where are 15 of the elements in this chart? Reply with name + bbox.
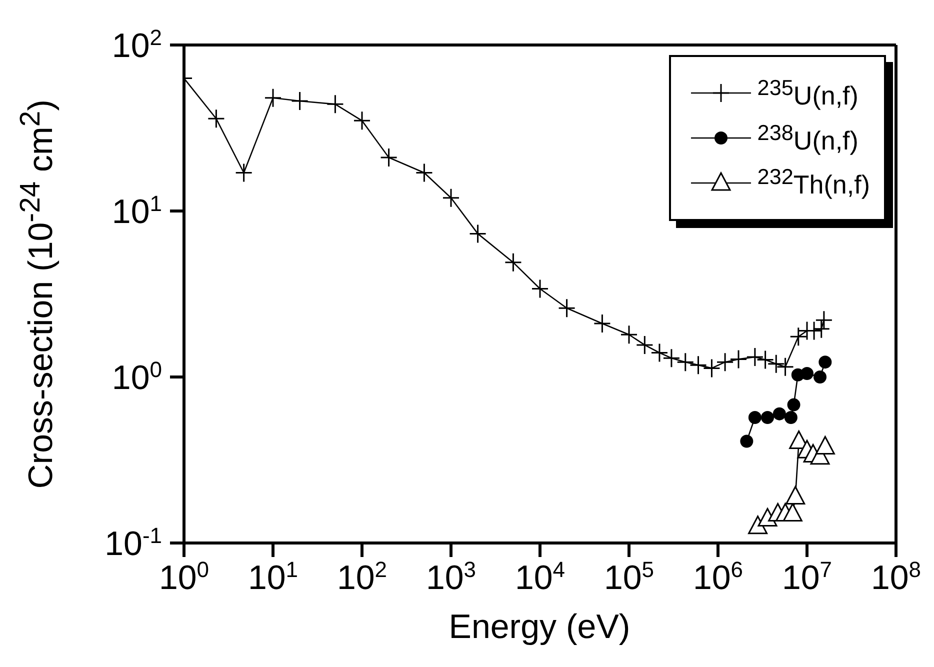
x-tick-label: 10$^{4}$ [514,556,566,597]
x-tick-label: 10$^{1}$ [248,556,298,597]
legend-label: $^{235}$U(n,f) [757,75,858,112]
y-tick-label: 10$^{2}$ [112,24,162,65]
x-tick-label: 10$^{5}$ [604,556,654,597]
x-tick-label: 10$^{2}$ [336,556,388,597]
x-axis-title: Energy (eV) [448,608,632,647]
x-tick-label: 10$^{8}$ [870,556,922,597]
x-tick-label: 10$^{6}$ [692,556,744,597]
x-tick-label: 10$^{7}$ [782,556,832,597]
legend-label: $^{232}$Th(n,f) [757,164,870,201]
y-tick-label: 10$^{0}$ [112,356,162,397]
y-tick-label: 10$^{1}$ [112,190,162,231]
legend-label: $^{238}$U(n,f) [757,120,858,156]
x-tick-label: 10$^{3}$ [426,556,476,597]
